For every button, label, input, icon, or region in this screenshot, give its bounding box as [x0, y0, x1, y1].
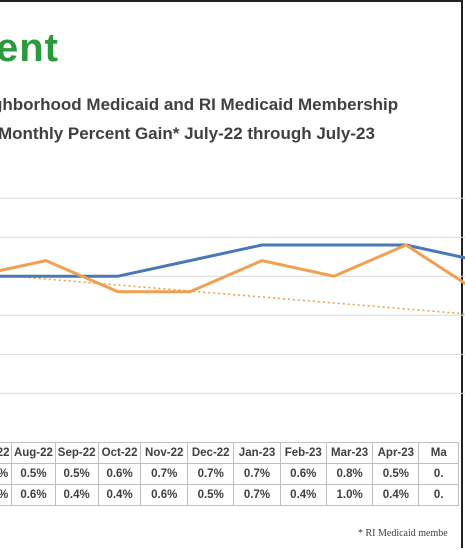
table-cell: 0.4%	[97, 484, 142, 506]
table-cell: 0.5%	[11, 463, 56, 485]
table-header-cell: Jan-23	[233, 442, 281, 464]
series-lines	[0, 243, 465, 294]
table-header-row: 22Aug-22Sep-22Oct-22Nov-22Dec-22Jan-23Fe…	[0, 442, 459, 464]
table-cell: 0.4%	[54, 484, 99, 506]
table-header-cell: Sep-22	[54, 442, 99, 464]
table-cell: 0.6%	[11, 484, 56, 506]
table-header-cell: Ma	[418, 442, 459, 464]
table-cell: 0.5%	[54, 463, 99, 485]
footnote: * RI Medicaid membe	[358, 528, 448, 539]
table-header-cell: Oct-22	[97, 442, 142, 464]
table-row: %0.5%0.5%0.6%0.7%0.7%0.7%0.6%0.8%0.5%0.	[0, 463, 459, 485]
trendline	[0, 274, 465, 315]
table-cell: %	[0, 463, 13, 485]
table-cell: 0.6%	[279, 463, 327, 485]
table-cell: 0.5%	[372, 463, 420, 485]
table-header-cell: 22	[0, 442, 13, 464]
table-cell: 0.4%	[279, 484, 327, 506]
table-cell: 1.0%	[325, 484, 374, 506]
trendline-group	[0, 274, 465, 315]
chart-title-line-2: Monthly Percent Gain* July-22 through Ju…	[0, 124, 375, 143]
table-header-cell: Aug-22	[11, 442, 56, 464]
table-cell: 0.6%	[140, 484, 188, 506]
chart-gridlines	[0, 197, 465, 394]
table-cell: 0.8%	[325, 463, 374, 485]
table-cell: 0.5%	[186, 484, 235, 506]
table-cell: %	[0, 484, 13, 506]
chart-title-line-1: ghborhood Medicaid and RI Medicaid Membe…	[0, 95, 399, 114]
table-cell: 0.6%	[97, 463, 142, 485]
table-header-cell: Apr-23	[372, 442, 420, 464]
table-header-cell: Dec-22	[186, 442, 235, 464]
table-header-cell: Nov-22	[140, 442, 188, 464]
table-cell: 0.7%	[140, 463, 188, 485]
table-cell: 0.7%	[186, 463, 235, 485]
table-cell: 0.7%	[233, 463, 281, 485]
table-header-cell: Feb-23	[279, 442, 327, 464]
slide-heading: ent	[0, 26, 59, 70]
table-cell: 0.	[418, 484, 459, 506]
table-cell: 0.7%	[233, 484, 281, 506]
table-row: %0.6%0.4%0.4%0.6%0.5%0.7%0.4%1.0%0.4%0.	[0, 484, 459, 506]
table-header-cell: Mar-23	[325, 442, 374, 464]
data-table: 22Aug-22Sep-22Oct-22Nov-22Dec-22Jan-23Fe…	[0, 442, 459, 506]
table-cell: 0.	[418, 463, 459, 485]
table-cell: 0.4%	[372, 484, 420, 506]
series-line-2	[0, 243, 465, 294]
line-chart	[0, 197, 465, 394]
